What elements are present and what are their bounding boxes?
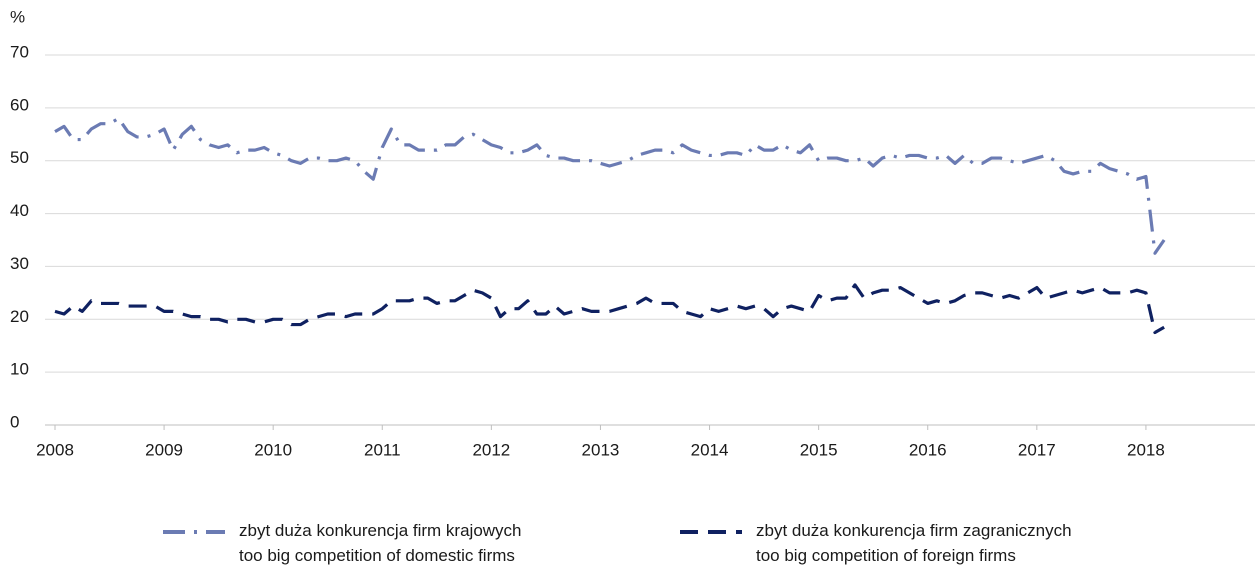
y-tick-label: 50 bbox=[10, 148, 29, 167]
legend-label: zbyt duża konkurencja firm krajowych too … bbox=[239, 521, 522, 565]
y-tick-label: 10 bbox=[10, 360, 29, 379]
x-tick-label: 2010 bbox=[254, 440, 292, 459]
y-tick-label: 60 bbox=[10, 95, 29, 114]
legend-label: zbyt duża konkurencja firm zagranicznych… bbox=[756, 521, 1072, 565]
x-tick-label: 2009 bbox=[145, 440, 183, 459]
y-tick-label: 30 bbox=[10, 254, 29, 273]
x-tick-label: 2013 bbox=[582, 440, 620, 459]
x-tick-label: 2008 bbox=[36, 440, 74, 459]
x-tick-label: 2011 bbox=[364, 440, 401, 459]
x-tick-label: 2015 bbox=[800, 440, 838, 459]
y-tick-label: 0 bbox=[10, 412, 19, 431]
x-tick-label: 2012 bbox=[472, 440, 510, 459]
y-axis-label: % bbox=[10, 7, 25, 26]
series-line bbox=[54, 116, 1166, 255]
x-tick-label: 2016 bbox=[909, 440, 947, 459]
y-tick-label: 70 bbox=[10, 42, 29, 61]
x-tick-label: 2017 bbox=[1018, 440, 1056, 459]
series-line bbox=[54, 283, 1165, 335]
x-tick-label: 2014 bbox=[691, 440, 729, 459]
y-tick-label: 40 bbox=[10, 201, 29, 220]
y-tick-label: 20 bbox=[10, 307, 29, 326]
x-tick-label: 2018 bbox=[1127, 440, 1165, 459]
